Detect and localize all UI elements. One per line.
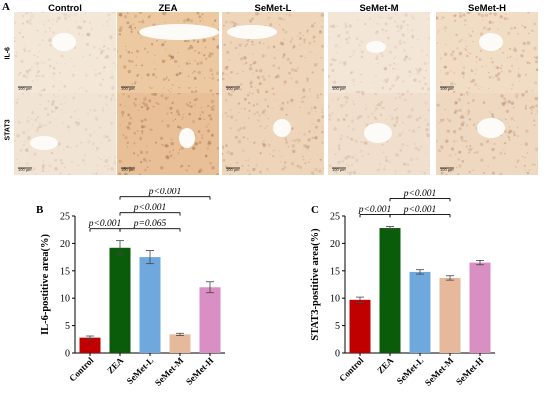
stat3-y-tick-label: 10 [330, 294, 340, 305]
column-label-control: Control [48, 3, 82, 14]
micrograph-il-6-semet-l: 100 μm [222, 12, 324, 94]
scale-bar-label: 100 μm [121, 86, 135, 91]
il6-y-tick-label: 25 [60, 212, 70, 223]
stat3-x-tick-label-semet-h: SeMet-H [454, 355, 485, 386]
il6-x-tick-label-zea: ZEA [105, 355, 126, 376]
il6-significance-label: p<0.001 [133, 203, 167, 213]
stat3-y-tick-label: 15 [330, 266, 340, 277]
micrograph-il-6-semet-h: 100 μm [436, 12, 538, 94]
row-label-stat3: STAT3 [4, 119, 12, 141]
il6-y-tick-label: 15 [60, 266, 70, 277]
stat3-bar-semet-h [469, 262, 491, 353]
il6-x-tick-label-control: Control [67, 355, 96, 384]
il6-bar-zea [109, 247, 131, 353]
il6-y-tick-label: 20 [60, 239, 70, 250]
micrograph-il-6-control: 100 μm [14, 12, 116, 94]
scale-bar-label: 100 μm [440, 167, 454, 172]
scale-bar-label: 100 μm [332, 86, 346, 91]
stat3-y-tick-label: 5 [335, 321, 340, 332]
stat3-bar-semet-l [409, 271, 431, 353]
panel-label-a: A [2, 1, 10, 13]
stat3-y-axis-label: STAT3-postitive area(%) [310, 228, 321, 341]
stat3-x-tick-label-semet-m: SeMet-M [423, 355, 456, 388]
scale-bar-label: 100 μm [226, 86, 240, 91]
column-label-semet-h: SeMet-H [467, 3, 506, 14]
il6-y-tick-label: 0 [65, 349, 70, 360]
stat3-y-tick-label: 0 [335, 349, 340, 360]
stat3-significance-label: p<0.001 [403, 189, 437, 199]
stat3-bar-chart: STAT3-postitive area(%) 0 5 10 15 20 25 Control… [310, 173, 540, 402]
il6-bar-semet-l [139, 257, 161, 353]
scale-bar-label: 100 μm [226, 167, 240, 172]
micrograph-stat3-control: 100 μm [14, 93, 116, 175]
column-label-semet-l: SeMet-L [254, 3, 292, 14]
panel-label-c: C [311, 204, 319, 216]
il6-bar-control [79, 337, 101, 353]
il6-y-tick-label: 5 [65, 321, 70, 332]
row-label-il-6: IL-6 [4, 47, 12, 60]
stat3-x-tick-label-semet-l: SeMet-L [395, 355, 426, 386]
micrograph-il-6-semet-m: 100 μm [328, 12, 430, 94]
stat3-x-tick-label-control: Control [337, 355, 366, 384]
il6-bar-semet-h [199, 287, 221, 353]
il6-significance-label: p=0.065 [133, 219, 167, 229]
micrograph-stat3-semet-l: 100 μm [222, 93, 324, 175]
il6-x-tick-label-semet-h: SeMet-H [184, 355, 215, 386]
micrograph-stat3-semet-h: 100 μm [436, 93, 538, 175]
stat3-y-tick-label: 20 [330, 239, 340, 250]
il6-bar-chart: IL-6-postitive area(%) 0 5 10 15 20 25 Control Z… [40, 187, 270, 402]
micrograph-stat3-zea: 100 μm [117, 93, 219, 175]
micrograph-stat3-semet-m: 100 μm [328, 93, 430, 175]
scale-bar-label: 100 μm [121, 167, 135, 172]
il6-significance-label: p<0.001 [88, 219, 122, 229]
il6-chart-svg: IL-6-postitive area(%) 0 5 10 15 20 25 Control Z… [40, 187, 225, 388]
il6-y-axis-label: IL-6-postitive area(%) [40, 234, 51, 335]
stat3-y-tick-label: 25 [330, 212, 340, 223]
stat3-significance-label: p<0.001 [358, 205, 392, 215]
scale-bar-label: 100 μm [18, 86, 32, 91]
stat3-x-tick-label-zea: ZEA [375, 355, 396, 376]
il6-significance-label: p<0.001 [148, 188, 182, 197]
il6-bar-semet-m [169, 334, 191, 353]
il6-x-tick-label-semet-m: SeMet-M [153, 355, 186, 388]
stat3-significance-label: p<0.001 [403, 205, 437, 215]
il6-y-tick-label: 10 [60, 294, 70, 305]
scale-bar-label: 100 μm [440, 86, 454, 91]
scale-bar-label: 100 μm [18, 167, 32, 172]
stat3-bar-semet-m [439, 277, 461, 353]
stat3-chart-svg: STAT3-postitive area(%) 0 5 10 15 20 25 Control… [310, 173, 495, 388]
panel-label-b: B [36, 204, 44, 216]
stat3-bar-control [349, 299, 371, 353]
column-label-semet-m: SeMet-M [359, 3, 399, 14]
column-label-zea: ZEA [158, 3, 178, 14]
il6-x-tick-label-semet-l: SeMet-L [125, 355, 156, 386]
micrograph-il-6-zea: 100 μm [117, 12, 219, 94]
stat3-bar-zea [379, 228, 401, 353]
scale-bar-label: 100 μm [332, 167, 346, 172]
